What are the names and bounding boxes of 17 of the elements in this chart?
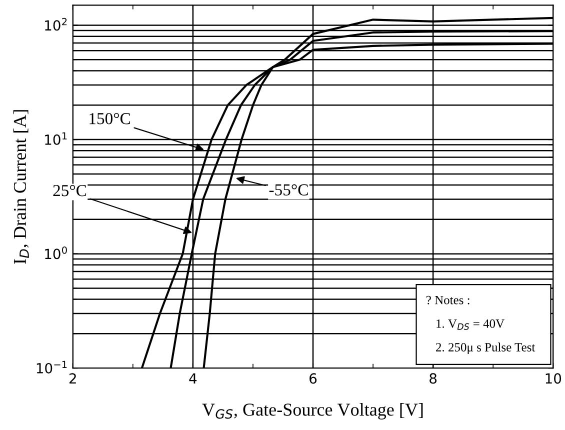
y-tick-label: 10$^{−1}$ [36,360,67,374]
annotation: 2. 250μ s Pulse Test [436,342,536,354]
annotation: 25°C [53,184,86,196]
x-tick-label: 6 [310,373,317,384]
annotation: 150°C [90,112,130,124]
annotation: ? Notes : [426,296,470,304]
y-tick-label: 10$^{0}$ [45,246,67,260]
x-tick-label: 4 [189,373,197,384]
x-tick-label: 10 [546,373,562,384]
x-tick-label: 8 [430,373,437,384]
x-axis-title: V$_{GS}$, Gate-Source Voltage [V] [202,403,423,420]
y-tick-label: 10$^{1}$ [45,132,67,145]
y-axis-title: I$_{D}$, Drain Current [A] [13,110,29,264]
annotation: 1. V$_{DS}$ = 40V [436,319,504,330]
y-tick-label: 10$^{2}$ [45,18,67,31]
x-tick-label: 2 [69,373,76,384]
annotation: -55°C [269,184,308,196]
